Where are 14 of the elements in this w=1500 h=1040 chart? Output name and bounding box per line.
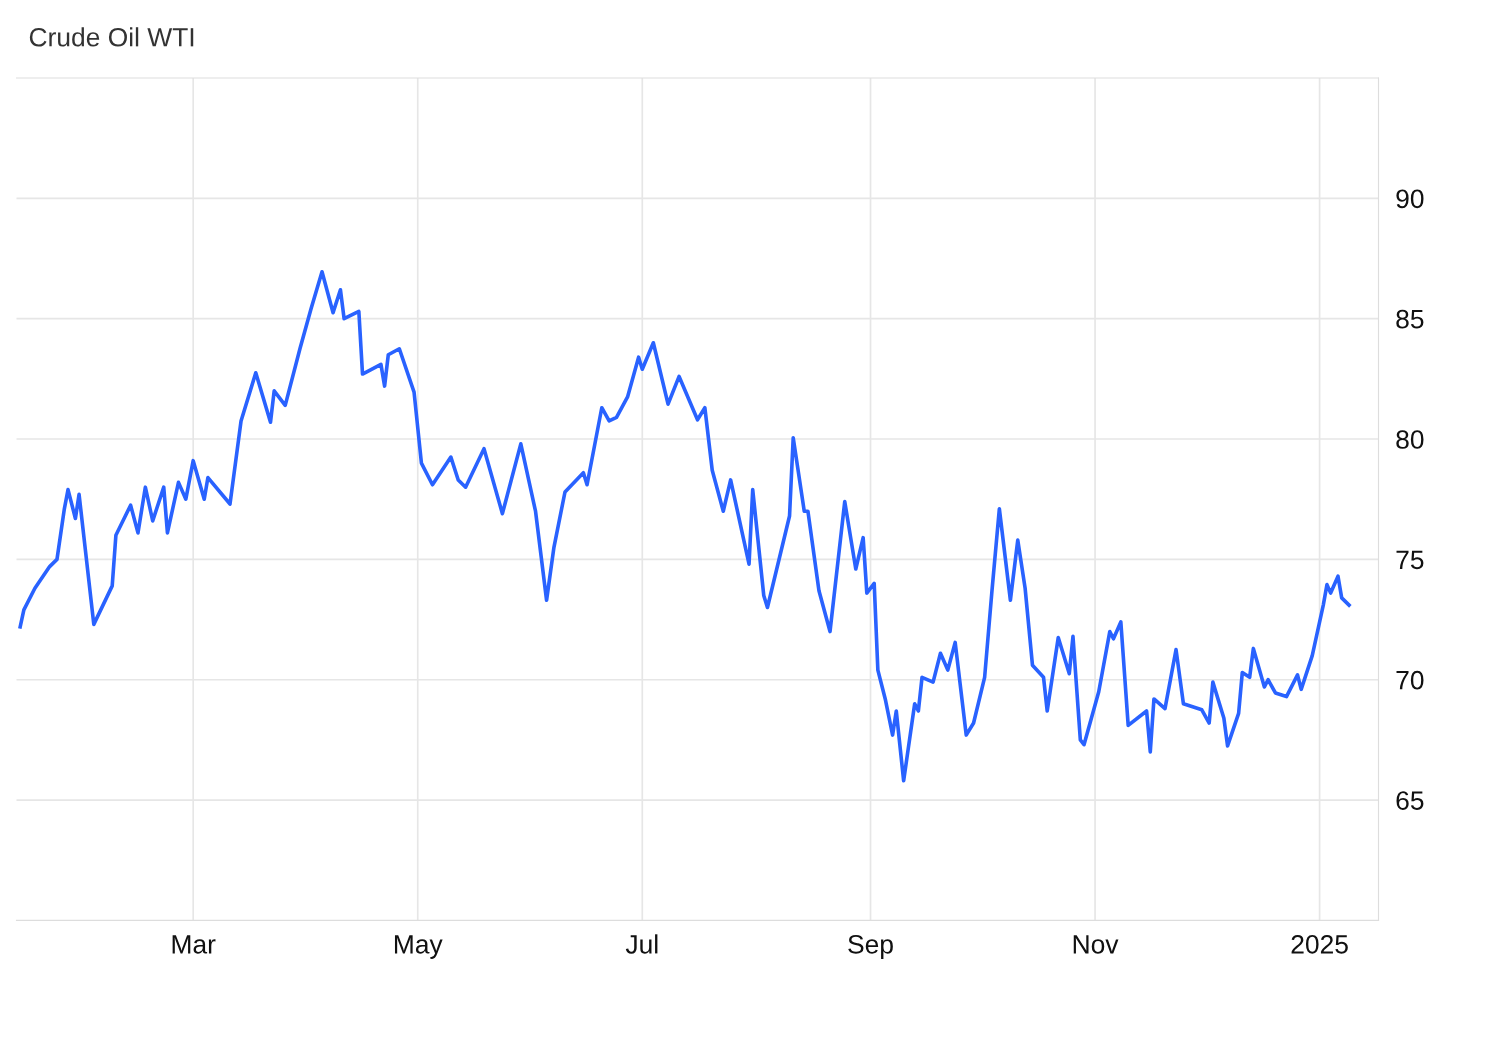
x-tick-label: Sep <box>848 934 893 959</box>
chart-title: Crude Oil WTI <box>29 27 194 47</box>
y-tick-label: 70 <box>1396 670 1424 690</box>
x-tick-label: May <box>394 935 443 959</box>
y-tick-label: 90 <box>1396 189 1424 209</box>
y-tick-label: 65 <box>1396 791 1424 810</box>
y-tick-label: 85 <box>1396 309 1424 329</box>
x-tick-label: Jul <box>625 934 658 954</box>
x-tick-label: Mar <box>172 935 216 954</box>
y-tick-label: 80 <box>1396 430 1424 449</box>
y-tick-label: 75 <box>1396 550 1424 570</box>
x-tick-label: 2025 <box>1291 934 1348 954</box>
line-series <box>18 269 1351 783</box>
x-tick-label: Nov <box>1073 935 1119 954</box>
